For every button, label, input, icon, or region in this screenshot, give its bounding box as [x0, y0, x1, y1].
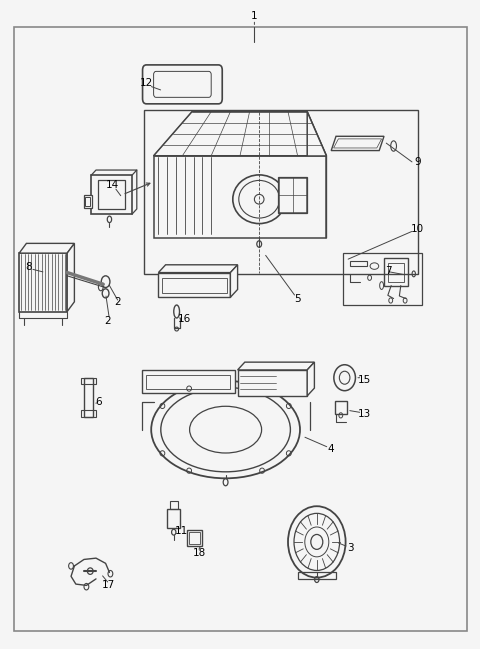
Bar [189, 532, 200, 544]
Polygon shape [238, 370, 307, 396]
Text: 8: 8 [25, 262, 32, 273]
Text: 14: 14 [106, 180, 120, 190]
Text: 9: 9 [414, 157, 421, 167]
Polygon shape [154, 156, 326, 238]
Bar [162, 278, 227, 293]
Polygon shape [67, 243, 74, 312]
Text: 2: 2 [114, 297, 121, 307]
Text: 17: 17 [101, 580, 115, 591]
Bar [19, 253, 67, 312]
Polygon shape [230, 265, 238, 297]
Text: 16: 16 [178, 314, 192, 324]
Polygon shape [307, 112, 326, 238]
Bar [335, 401, 347, 414]
Text: 10: 10 [411, 224, 424, 234]
Bar [388, 263, 404, 282]
Text: 2: 2 [105, 316, 111, 326]
Polygon shape [307, 362, 314, 396]
Bar [343, 253, 422, 305]
Bar [81, 410, 96, 417]
Polygon shape [19, 243, 74, 253]
Text: 15: 15 [358, 374, 372, 385]
Text: 13: 13 [358, 409, 372, 419]
Polygon shape [154, 112, 326, 156]
Bar [384, 258, 408, 286]
Text: 11: 11 [175, 526, 188, 536]
Polygon shape [91, 175, 132, 214]
Polygon shape [331, 136, 384, 151]
Bar [146, 375, 230, 389]
Text: 6: 6 [95, 397, 102, 408]
Polygon shape [158, 265, 238, 273]
Polygon shape [278, 177, 307, 213]
Bar [187, 530, 202, 546]
Bar [84, 378, 93, 417]
Bar [170, 501, 178, 509]
Bar [298, 572, 336, 579]
Text: 4: 4 [328, 444, 335, 454]
Polygon shape [158, 273, 230, 297]
Text: 1: 1 [251, 11, 258, 21]
Bar [85, 197, 90, 206]
Text: 3: 3 [347, 543, 354, 554]
Text: 18: 18 [192, 548, 206, 558]
Bar [81, 378, 96, 384]
Polygon shape [238, 362, 314, 370]
Bar [144, 110, 418, 274]
Polygon shape [142, 370, 235, 393]
Text: 5: 5 [294, 293, 301, 304]
Text: 7: 7 [385, 266, 392, 276]
Bar [98, 180, 125, 209]
Text: 12: 12 [140, 78, 153, 88]
Bar [167, 509, 180, 528]
Polygon shape [84, 195, 92, 208]
